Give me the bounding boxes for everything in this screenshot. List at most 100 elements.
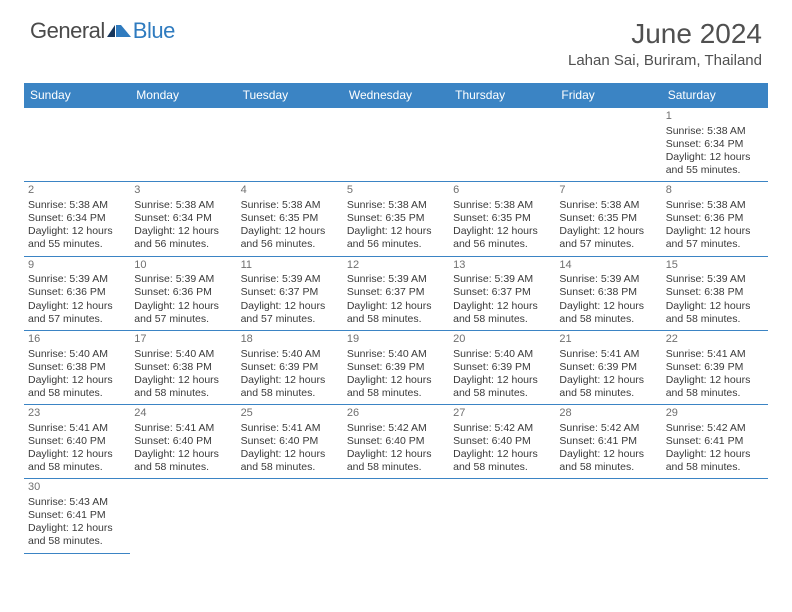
day-number: 8 [666,184,764,198]
day-number: 1 [666,110,764,124]
sunrise-text: Sunrise: 5:40 AM [134,348,232,361]
sunset-text: Sunset: 6:37 PM [453,286,551,299]
sunrise-text: Sunrise: 5:41 AM [134,422,232,435]
day-number: 7 [559,184,657,198]
daylight-text: Daylight: 12 hours [453,374,551,387]
daylight-text: and 58 minutes. [347,387,445,400]
daylight-text: Daylight: 12 hours [241,225,339,238]
calendar-table: SundayMondayTuesdayWednesdayThursdayFrid… [24,83,768,554]
daylight-text: Daylight: 12 hours [559,374,657,387]
day-number: 17 [134,333,232,347]
calendar-cell: 28Sunrise: 5:42 AMSunset: 6:41 PMDayligh… [555,405,661,479]
calendar-cell [449,479,555,553]
sunrise-text: Sunrise: 5:39 AM [559,273,657,286]
daylight-text: Daylight: 12 hours [666,300,764,313]
daylight-text: and 55 minutes. [28,238,126,251]
calendar-cell [24,108,130,182]
calendar-cell: 9Sunrise: 5:39 AMSunset: 6:36 PMDaylight… [24,256,130,330]
calendar-cell: 18Sunrise: 5:40 AMSunset: 6:39 PMDayligh… [237,330,343,404]
calendar-cell: 17Sunrise: 5:40 AMSunset: 6:38 PMDayligh… [130,330,236,404]
sunrise-text: Sunrise: 5:39 AM [134,273,232,286]
sunset-text: Sunset: 6:39 PM [241,361,339,374]
calendar-cell: 3Sunrise: 5:38 AMSunset: 6:34 PMDaylight… [130,182,236,256]
calendar-cell: 11Sunrise: 5:39 AMSunset: 6:37 PMDayligh… [237,256,343,330]
day-number: 10 [134,259,232,273]
daylight-text: and 56 minutes. [453,238,551,251]
calendar-cell: 12Sunrise: 5:39 AMSunset: 6:37 PMDayligh… [343,256,449,330]
calendar-cell: 10Sunrise: 5:39 AMSunset: 6:36 PMDayligh… [130,256,236,330]
daylight-text: Daylight: 12 hours [559,448,657,461]
sunset-text: Sunset: 6:36 PM [134,286,232,299]
calendar-cell: 23Sunrise: 5:41 AMSunset: 6:40 PMDayligh… [24,405,130,479]
calendar-cell: 25Sunrise: 5:41 AMSunset: 6:40 PMDayligh… [237,405,343,479]
sunset-text: Sunset: 6:38 PM [666,286,764,299]
day-number: 12 [347,259,445,273]
daylight-text: Daylight: 12 hours [666,374,764,387]
day-number: 22 [666,333,764,347]
daylight-text: and 58 minutes. [134,461,232,474]
sunrise-text: Sunrise: 5:40 AM [453,348,551,361]
calendar-cell: 30Sunrise: 5:43 AMSunset: 6:41 PMDayligh… [24,479,130,553]
logo: General Blue [30,18,175,44]
weekday-header: Sunday [24,83,130,108]
daylight-text: and 57 minutes. [28,313,126,326]
daylight-text: Daylight: 12 hours [28,522,126,535]
daylight-text: and 58 minutes. [559,461,657,474]
sunrise-text: Sunrise: 5:41 AM [241,422,339,435]
calendar-cell: 29Sunrise: 5:42 AMSunset: 6:41 PMDayligh… [662,405,768,479]
calendar-cell [555,108,661,182]
sunrise-text: Sunrise: 5:41 AM [666,348,764,361]
calendar-cell: 24Sunrise: 5:41 AMSunset: 6:40 PMDayligh… [130,405,236,479]
calendar-cell: 13Sunrise: 5:39 AMSunset: 6:37 PMDayligh… [449,256,555,330]
sunrise-text: Sunrise: 5:39 AM [241,273,339,286]
daylight-text: and 58 minutes. [241,387,339,400]
sunset-text: Sunset: 6:36 PM [28,286,126,299]
sunset-text: Sunset: 6:38 PM [134,361,232,374]
calendar-cell: 1Sunrise: 5:38 AMSunset: 6:34 PMDaylight… [662,108,768,182]
sunset-text: Sunset: 6:39 PM [347,361,445,374]
calendar-cell: 5Sunrise: 5:38 AMSunset: 6:35 PMDaylight… [343,182,449,256]
page-header: General Blue June 2024 Lahan Sai, Burira… [0,0,792,77]
daylight-text: and 58 minutes. [347,313,445,326]
sunset-text: Sunset: 6:40 PM [134,435,232,448]
sunrise-text: Sunrise: 5:40 AM [241,348,339,361]
day-number: 19 [347,333,445,347]
calendar-cell [130,479,236,553]
logo-text-blue: Blue [133,18,175,44]
day-number: 23 [28,407,126,421]
calendar-cell: 14Sunrise: 5:39 AMSunset: 6:38 PMDayligh… [555,256,661,330]
sunrise-text: Sunrise: 5:42 AM [453,422,551,435]
daylight-text: and 58 minutes. [666,387,764,400]
daylight-text: Daylight: 12 hours [347,448,445,461]
sunrise-text: Sunrise: 5:40 AM [347,348,445,361]
sunrise-text: Sunrise: 5:39 AM [453,273,551,286]
sunrise-text: Sunrise: 5:39 AM [666,273,764,286]
daylight-text: and 57 minutes. [559,238,657,251]
weekday-header: Thursday [449,83,555,108]
title-block: June 2024 Lahan Sai, Buriram, Thailand [568,18,762,69]
daylight-text: Daylight: 12 hours [28,448,126,461]
day-number: 20 [453,333,551,347]
daylight-text: Daylight: 12 hours [666,448,764,461]
sunrise-text: Sunrise: 5:40 AM [28,348,126,361]
day-number: 6 [453,184,551,198]
daylight-text: Daylight: 12 hours [453,225,551,238]
daylight-text: and 57 minutes. [134,313,232,326]
daylight-text: Daylight: 12 hours [347,225,445,238]
sunset-text: Sunset: 6:39 PM [559,361,657,374]
daylight-text: Daylight: 12 hours [134,300,232,313]
sunset-text: Sunset: 6:41 PM [559,435,657,448]
calendar-cell [343,108,449,182]
sunset-text: Sunset: 6:36 PM [666,212,764,225]
daylight-text: Daylight: 12 hours [559,300,657,313]
sunset-text: Sunset: 6:35 PM [241,212,339,225]
calendar-cell: 27Sunrise: 5:42 AMSunset: 6:40 PMDayligh… [449,405,555,479]
calendar-cell [130,108,236,182]
calendar-header-row: SundayMondayTuesdayWednesdayThursdayFrid… [24,83,768,108]
daylight-text: and 58 minutes. [453,387,551,400]
sunrise-text: Sunrise: 5:41 AM [559,348,657,361]
sunset-text: Sunset: 6:35 PM [347,212,445,225]
day-number: 14 [559,259,657,273]
day-number: 4 [241,184,339,198]
daylight-text: and 56 minutes. [347,238,445,251]
